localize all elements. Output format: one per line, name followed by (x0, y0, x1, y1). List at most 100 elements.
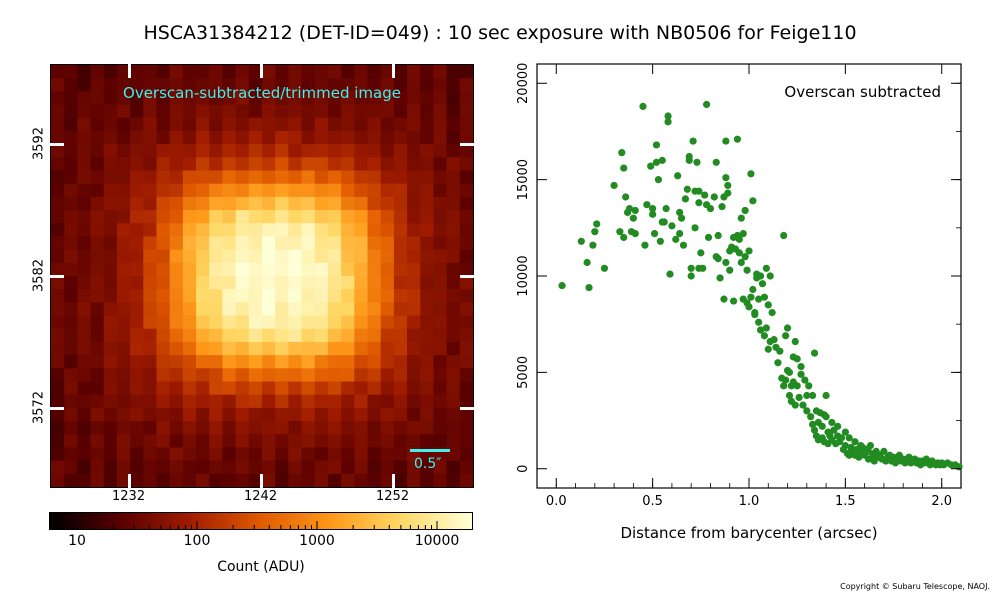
image-pixel (420, 144, 435, 158)
data-point (797, 362, 805, 371)
image-pixel (182, 407, 197, 422)
data-point (783, 324, 792, 332)
image-pixel (301, 130, 316, 145)
image-pixel (354, 473, 369, 487)
image-pixel (301, 210, 316, 224)
image-pixel (407, 407, 421, 422)
image-pixel (248, 421, 263, 435)
image-pixel (156, 210, 171, 224)
image-pixel (209, 223, 224, 238)
x-tick-label: 1.5 (835, 494, 856, 509)
image-pixel (262, 183, 276, 198)
data-point (756, 272, 765, 280)
image-pixel (327, 434, 342, 449)
image-pixel (51, 236, 65, 251)
image-pixel (262, 341, 276, 356)
image-pixel (222, 447, 237, 462)
image-pixel (64, 315, 78, 330)
image-pixel (90, 91, 105, 106)
image-pixel (103, 170, 118, 185)
image-pixel (288, 262, 303, 277)
image-pixel (77, 355, 92, 369)
image-pixel (182, 447, 197, 462)
image-pixel (196, 170, 210, 185)
colorbar (49, 512, 473, 530)
data-point (751, 310, 759, 319)
image-pixel (446, 381, 461, 396)
image-pixel (222, 196, 237, 211)
image-pixel (459, 130, 473, 145)
image-pixel (407, 104, 421, 119)
data-point (756, 326, 765, 334)
image-pixel (262, 276, 276, 290)
image-pixel (301, 341, 316, 356)
image-pixel (459, 473, 473, 487)
image-pixel (380, 196, 395, 211)
image-pixel (116, 196, 131, 211)
image-pixel (433, 144, 448, 158)
image-pixel (90, 460, 105, 475)
image-pixel (77, 104, 92, 119)
image-pixel (90, 276, 105, 290)
image-pixel (262, 289, 276, 303)
image-pixel (222, 104, 237, 119)
image-pixel (420, 460, 435, 475)
image-pixel (182, 183, 197, 198)
image-pixel (275, 65, 289, 79)
data-point (641, 241, 649, 249)
data-point (743, 266, 751, 274)
image-pixel (407, 355, 421, 369)
image-pixel (64, 421, 78, 435)
image-pixel (116, 236, 131, 251)
image-pixel (459, 407, 473, 422)
image-pixel (367, 407, 382, 422)
image-pixel (459, 460, 473, 475)
image-pixel (433, 341, 448, 356)
image-pixel (262, 91, 276, 106)
image-pixel (288, 341, 303, 356)
image-pixel (380, 144, 395, 158)
image-pixel (433, 170, 448, 185)
image-pixel (64, 262, 78, 277)
image-pixel (169, 447, 184, 462)
data-point (762, 324, 770, 332)
image-pixel (51, 421, 65, 435)
image-pixel (90, 368, 105, 383)
image-pixel (182, 328, 197, 343)
image-pixel (235, 104, 250, 119)
image-pixel (262, 355, 276, 369)
image-pixel (459, 91, 473, 106)
image-pixel (103, 394, 118, 409)
image-pixel (196, 302, 210, 317)
image-pixel (459, 183, 473, 198)
image-pixel (314, 144, 329, 158)
image-pixel (235, 394, 250, 409)
image-pixel (64, 130, 78, 145)
image-ytick-mark (50, 407, 64, 410)
image-pixel (196, 196, 210, 211)
image-pixel (248, 473, 263, 487)
image-pixel (103, 144, 118, 158)
image-pixel (341, 421, 355, 435)
image-pixel (459, 223, 473, 238)
data-point (749, 285, 757, 294)
image-pixel (130, 434, 144, 449)
image-pixel (327, 302, 342, 317)
image-pixel (301, 328, 316, 343)
image-pixel (301, 117, 316, 132)
image-pixel (327, 289, 342, 303)
data-point (726, 266, 734, 274)
image-pixel (367, 394, 382, 409)
image-pixel (393, 276, 408, 290)
image-pixel (367, 315, 382, 330)
image-pixel (367, 368, 382, 383)
image-pixel (64, 78, 78, 92)
image-pixel (130, 130, 144, 145)
data-point (797, 370, 805, 378)
image-pixel (262, 381, 276, 396)
image-pixel (51, 170, 65, 185)
image-pixel (367, 302, 382, 317)
data-point (733, 135, 742, 143)
image-pixel (196, 249, 210, 264)
image-pixel (393, 223, 408, 238)
